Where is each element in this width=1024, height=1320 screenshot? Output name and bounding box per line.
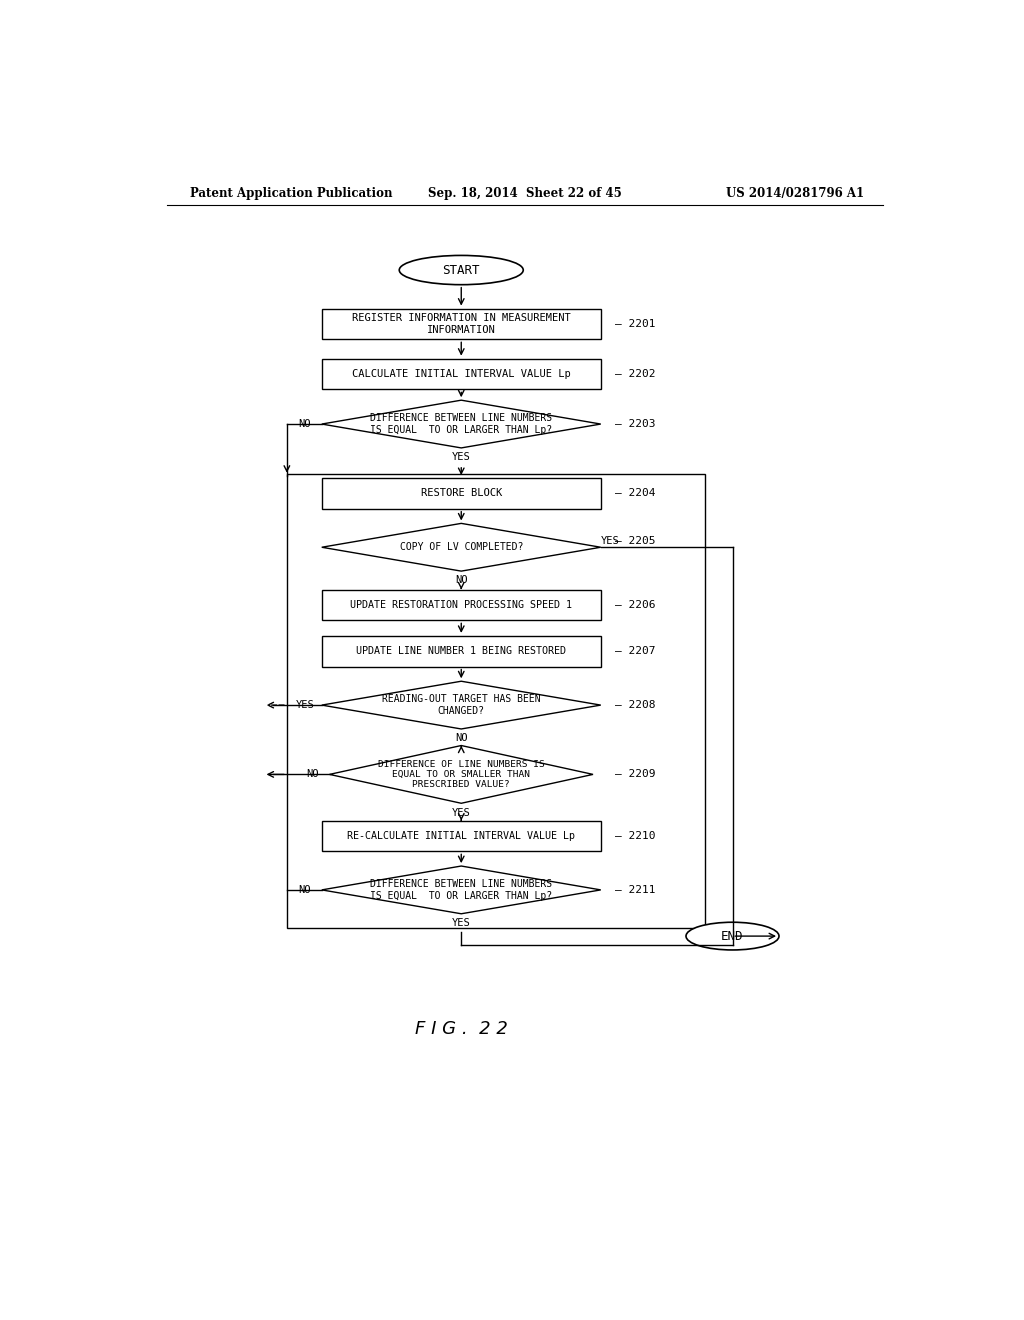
Text: Patent Application Publication: Patent Application Publication	[190, 186, 392, 199]
Text: — 2204: — 2204	[614, 488, 655, 499]
Bar	[322, 590, 601, 620]
Text: END: END	[721, 929, 743, 942]
Text: NO: NO	[298, 418, 311, 429]
Text: — 2210: — 2210	[614, 832, 655, 841]
Polygon shape	[322, 400, 601, 447]
Text: — 2207: — 2207	[614, 647, 655, 656]
Text: COPY OF LV COMPLETED?: COPY OF LV COMPLETED?	[399, 543, 523, 552]
Text: RESTORE BLOCK: RESTORE BLOCK	[421, 488, 502, 499]
Bar	[322, 478, 601, 508]
Text: NO: NO	[298, 884, 311, 895]
Ellipse shape	[399, 256, 523, 285]
Ellipse shape	[686, 923, 779, 950]
Text: REGISTER INFORMATION IN MEASUREMENT
INFORMATION: REGISTER INFORMATION IN MEASUREMENT INFO…	[352, 313, 570, 335]
Bar	[322, 636, 601, 667]
Bar	[322, 821, 601, 851]
Text: YES: YES	[452, 453, 471, 462]
Text: — 2208: — 2208	[614, 700, 655, 710]
Text: — 2201: — 2201	[614, 319, 655, 329]
Text: UPDATE RESTORATION PROCESSING SPEED 1: UPDATE RESTORATION PROCESSING SPEED 1	[350, 601, 572, 610]
Polygon shape	[322, 681, 601, 729]
Text: — 2209: — 2209	[614, 770, 655, 779]
Bar	[322, 309, 601, 339]
Text: — 2205: — 2205	[614, 536, 655, 546]
Text: YES: YES	[601, 536, 620, 546]
Text: — 2202: — 2202	[614, 370, 655, 379]
Bar	[322, 359, 601, 389]
Text: — 2206: — 2206	[614, 601, 655, 610]
Text: F I G .  2 2: F I G . 2 2	[415, 1019, 508, 1038]
Text: CALCULATE INITIAL INTERVAL VALUE Lp: CALCULATE INITIAL INTERVAL VALUE Lp	[352, 370, 570, 379]
Polygon shape	[330, 746, 593, 804]
Text: DIFFERENCE BETWEEN LINE NUMBERS
IS EQUAL  TO OR LARGER THAN Lp?: DIFFERENCE BETWEEN LINE NUMBERS IS EQUAL…	[371, 413, 552, 434]
Bar	[287, 474, 706, 928]
Text: START: START	[442, 264, 480, 277]
Text: NO: NO	[306, 770, 318, 779]
Text: DIFFERENCE BETWEEN LINE NUMBERS
IS EQUAL  TO OR LARGER THAN Lp?: DIFFERENCE BETWEEN LINE NUMBERS IS EQUAL…	[371, 879, 552, 900]
Text: Sep. 18, 2014  Sheet 22 of 45: Sep. 18, 2014 Sheet 22 of 45	[428, 186, 622, 199]
Polygon shape	[322, 866, 601, 913]
Text: YES: YES	[452, 808, 471, 817]
Text: US 2014/0281796 A1: US 2014/0281796 A1	[726, 186, 864, 199]
Text: NO: NO	[455, 733, 468, 743]
Text: YES: YES	[295, 700, 314, 710]
Text: READING-OUT TARGET HAS BEEN
CHANGED?: READING-OUT TARGET HAS BEEN CHANGED?	[382, 694, 541, 715]
Text: — 2211: — 2211	[614, 884, 655, 895]
Text: RE-CALCULATE INITIAL INTERVAL VALUE Lp: RE-CALCULATE INITIAL INTERVAL VALUE Lp	[347, 832, 575, 841]
Text: YES: YES	[452, 917, 471, 928]
Text: UPDATE LINE NUMBER 1 BEING RESTORED: UPDATE LINE NUMBER 1 BEING RESTORED	[356, 647, 566, 656]
Text: DIFFERENCE OF LINE NUMBERS IS
EQUAL TO OR SMALLER THAN
PRESCRIBED VALUE?: DIFFERENCE OF LINE NUMBERS IS EQUAL TO O…	[378, 759, 545, 789]
Polygon shape	[322, 524, 601, 572]
Text: — 2203: — 2203	[614, 418, 655, 429]
Text: NO: NO	[455, 576, 468, 585]
